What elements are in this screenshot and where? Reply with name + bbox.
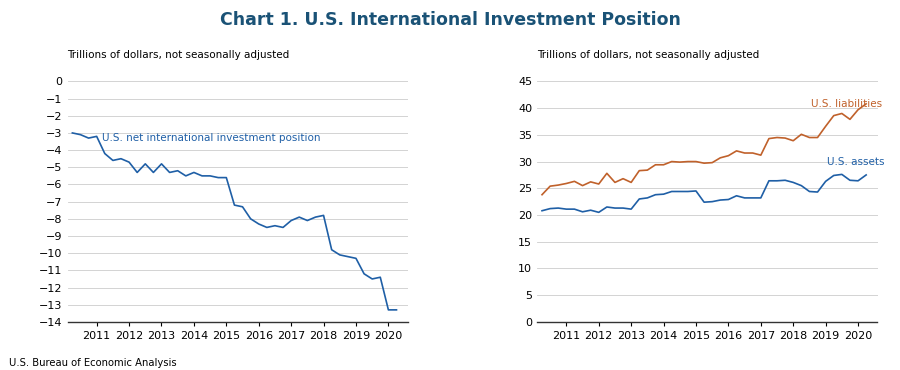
- Text: Trillions of dollars, not seasonally adjusted: Trillions of dollars, not seasonally adj…: [537, 50, 760, 60]
- Text: U.S. net international investment position: U.S. net international investment positi…: [102, 133, 320, 143]
- Text: Trillions of dollars, not seasonally adjusted: Trillions of dollars, not seasonally adj…: [68, 50, 290, 60]
- Text: U.S. liabilities: U.S. liabilities: [811, 98, 882, 108]
- Text: U.S. Bureau of Economic Analysis: U.S. Bureau of Economic Analysis: [9, 358, 176, 368]
- Text: U.S. assets: U.S. assets: [827, 157, 885, 167]
- Text: Chart 1. U.S. International Investment Position: Chart 1. U.S. International Investment P…: [220, 11, 680, 29]
